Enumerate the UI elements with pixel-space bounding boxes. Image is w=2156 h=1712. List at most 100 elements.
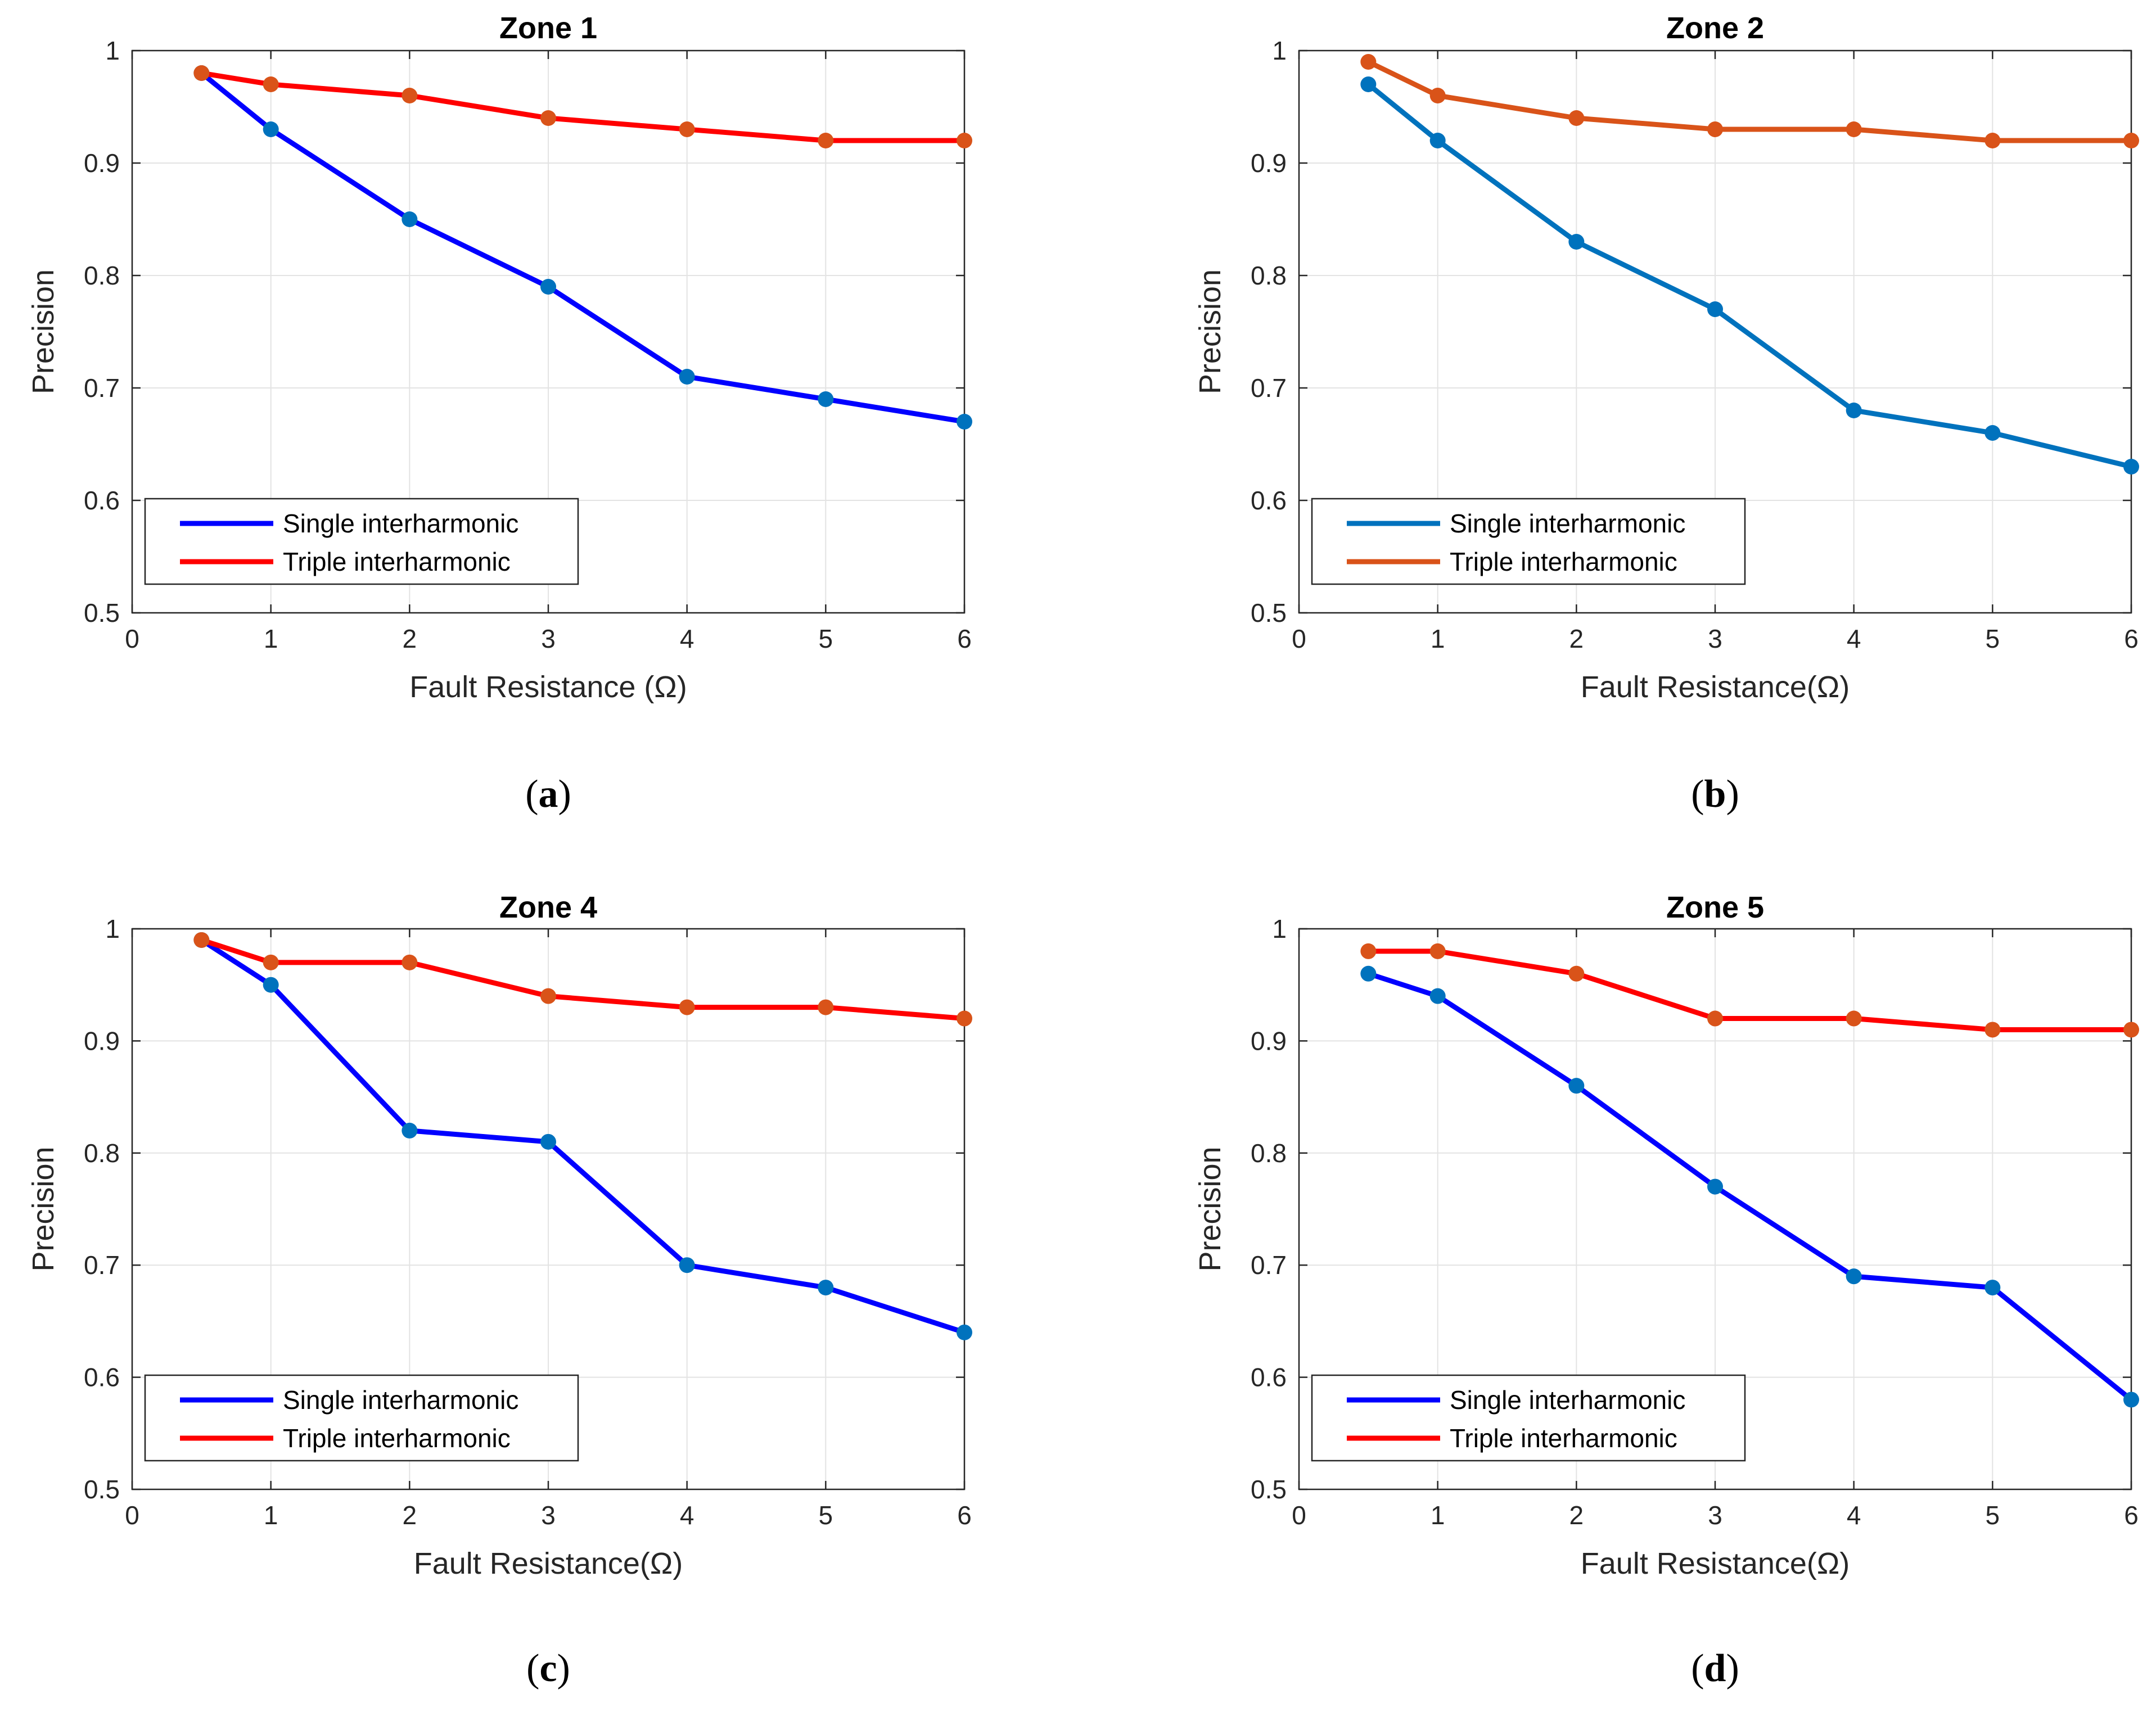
chart-2-series-2-point [1707,121,1723,137]
chart-2-caption-open: ( [1691,773,1704,816]
chart-2-series-1-point [1360,76,1377,92]
chart-4-legend-label-2: Triple interharmonic [1450,1424,1677,1453]
chart-2-y-tick-label: 0.7 [1251,373,1287,403]
chart-3-legend-label-2: Triple interharmonic [283,1424,511,1453]
chart-3-series-2-point [540,988,556,1004]
chart-3-y-tick-label: 0.8 [84,1139,120,1168]
chart-4-y-tick-label: 0.7 [1251,1250,1287,1280]
chart-4-x-tick-label: 6 [2124,1501,2139,1530]
chart-4-legend [1311,1374,1746,1462]
chart-1-title: Zone 1 [499,11,597,45]
chart-2-series-1-point [1984,425,2001,441]
chart-2-series-2-point [2123,133,2139,148]
chart-2-series-1-point [1707,301,1723,317]
chart-4-y-tick-label: 0.8 [1251,1139,1287,1168]
chart-2-y-tick-label: 0.6 [1251,486,1287,515]
chart-3-x-tick-label: 3 [541,1501,556,1530]
chart-4-caption-open: ( [1691,1647,1704,1690]
chart-3-series-1-point [540,1133,556,1150]
chart-3-series-2-point [193,932,210,948]
chart-4-series-2-point [1360,943,1377,959]
chart-4-x-tick-label: 5 [1986,1501,2000,1530]
chart-2-series-2-point [1360,54,1377,70]
chart-1-legend-label-2: Triple interharmonic [283,547,511,576]
chart-3-series-1-point [818,1280,834,1296]
chart-1-y-tick-label: 0.8 [84,261,120,290]
chart-3-title: Zone 4 [499,891,597,924]
chart-3-y-tick-label: 0.6 [84,1363,120,1392]
chart-4-series-1-point [1984,1280,2001,1296]
chart-2-series-1-point [2123,459,2139,475]
chart-1-legend [144,498,579,585]
chart-2-x-tick-label: 1 [1431,624,1445,653]
chart-3-series-2-point [957,1010,972,1027]
chart-2-caption: (b) [1691,773,1739,816]
chart-2-series-2-point [1568,110,1585,126]
chart-1-caption-letter: a [539,773,558,816]
chart-2-series-1-point [1846,403,1862,418]
chart-4-series-1-point [1360,965,1377,982]
chart-1-x-tick-label: 2 [403,624,417,653]
chart-3-y-tick-label: 0.5 [84,1475,120,1504]
chart-4-series-1-point [1429,988,1446,1004]
chart-4-x-tick-label: 0 [1292,1501,1306,1530]
chart-2-y-tick-label: 0.9 [1251,148,1287,178]
chart-3-y-axis-label: Precision [26,1146,60,1271]
chart-4-y-tick-label: 0.9 [1251,1026,1287,1055]
chart-4-title: Zone 5 [1666,891,1764,924]
chart-4-series-1-point [1846,1268,1862,1285]
chart-3-caption: (c) [526,1647,570,1690]
chart-3-caption-close: ) [557,1647,570,1690]
chart-3-caption-open: ( [526,1647,539,1690]
chart-1-x-tick-label: 6 [957,624,972,653]
chart-2-series-2-point [1846,121,1862,137]
chart-4-y-axis-label: Precision [1193,1146,1227,1271]
chart-1-x-tick-label: 3 [541,624,556,653]
chart-1-series-1-point [957,414,972,430]
chart-1-series-2-point [818,133,834,148]
chart-2-y-tick-label: 0.5 [1251,598,1287,627]
chart-2-series-1-point [1429,133,1446,148]
chart-4-caption-close: ) [1726,1647,1739,1690]
chart-3-series-2-point [402,954,418,970]
chart-4-series-2-point [1707,1010,1723,1027]
chart-1-y-tick-label: 0.7 [84,373,120,403]
chart-1-series-2-point [263,76,279,92]
chart-3-series-2-point [818,999,834,1015]
chart-3-series-1-point [679,1257,695,1273]
chart-3-series-1-point [402,1122,418,1139]
chart-2-x-tick-label: 5 [1986,624,2000,653]
chart-4-series-2-point [1429,943,1446,959]
chart-2-x-tick-label: 2 [1569,624,1584,653]
chart-2: 0 1 2 3 4 5 6 0.5 0.6 0.7 0.8 0.9 1 Zone 2 Fault Resis… [1193,11,2139,816]
chart-2-series-1-point [1568,234,1585,250]
chart-4-legend-label-1: Single interharmonic [1450,1385,1685,1415]
chart-3-y-tick-label: 0.9 [84,1026,120,1055]
chart-2-y-tick-label: 0.8 [1251,261,1287,290]
chart-3-legend [144,1374,579,1462]
chart-4-series-2-point [1568,965,1585,982]
chart-1-x-tick-label: 0 [125,624,139,653]
chart-3-series-2-point [263,954,279,970]
chart-2-x-axis-label: Fault Resistance(Ω) [1581,670,1850,704]
chart-4-series-1-point [2123,1392,2139,1408]
chart-2-y-tick-label: 1 [1272,36,1287,65]
chart-1-series-1-point [679,369,695,385]
chart-3-series-1-point [263,977,279,993]
chart-1-series-2-point [957,133,972,148]
chart-3-y-tick-label: 1 [105,914,120,943]
chart-1-y-axis-label: Precision [26,269,60,394]
chart-1-legend-label-1: Single interharmonic [283,509,518,538]
chart-1-y-tick-label: 0.6 [84,486,120,515]
chart-1-x-tick-label: 4 [680,624,694,653]
chart-3: 0 1 2 3 4 5 6 0.5 0.6 0.7 0.8 0.9 1 Zone 4 Fault Resis… [26,891,972,1690]
chart-1-series-1-point [402,211,418,227]
chart-4: 0 1 2 3 4 5 6 0.5 0.6 0.7 0.8 0.9 1 Zone 5 Fault Resis… [1193,891,2139,1690]
chart-3-y-tick-label: 0.7 [84,1250,120,1280]
chart-2-x-tick-label: 6 [2124,624,2139,653]
chart-2-series-2-point [1429,88,1446,103]
chart-1-y-tick-label: 0.5 [84,598,120,627]
chart-4-y-tick-label: 0.6 [1251,1363,1287,1392]
chart-1-caption-close: ) [558,773,571,816]
chart-1-series-2-point [540,110,556,126]
